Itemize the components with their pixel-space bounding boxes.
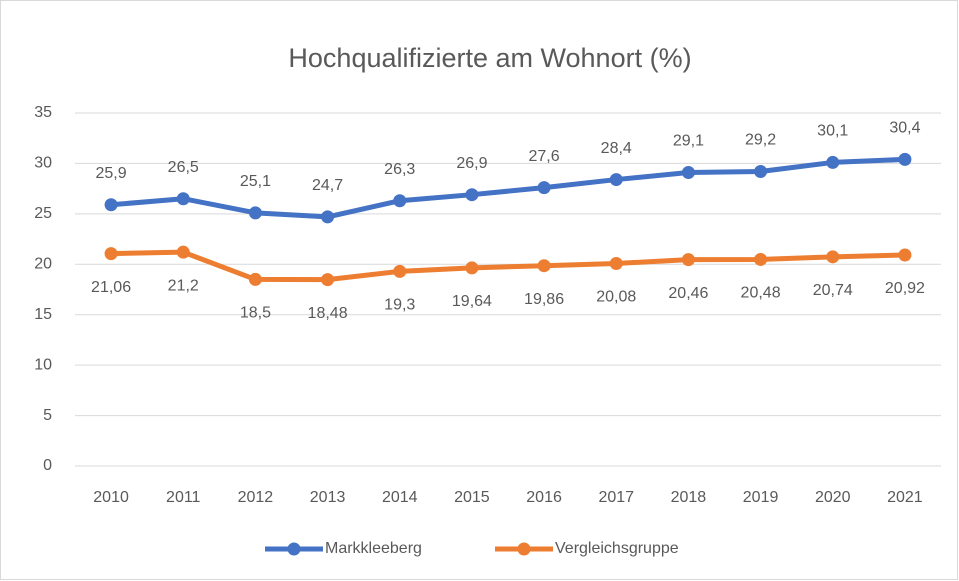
data-label: 18,5 [240,305,271,322]
y-tick-label: 30 [34,155,52,172]
point [176,192,190,206]
x-tick-label: 2012 [238,489,274,506]
point [609,173,623,187]
point [609,256,623,270]
data-label: 29,2 [745,132,776,149]
y-tick-label: 15 [34,306,52,323]
data-label: 20,74 [813,282,853,299]
point [754,252,768,266]
data-label: 18,48 [308,305,348,322]
legend-marker [287,542,301,556]
x-tick-label: 2018 [671,489,707,506]
data-label: 19,86 [524,291,564,308]
x-tick-label: 2020 [815,489,851,506]
point [826,155,840,169]
legend-marker [517,542,531,556]
data-label: 20,08 [596,289,636,306]
data-label: 28,4 [601,140,632,157]
y-tick-label: 25 [34,205,52,222]
point [104,247,118,261]
x-tick-label: 2013 [310,489,346,506]
data-label: 20,48 [741,285,781,302]
x-tick-label: 2010 [93,489,129,506]
data-label: 26,3 [384,161,415,178]
data-label: 30,4 [889,120,920,137]
data-label: 26,5 [168,159,199,176]
data-label: 25,9 [96,165,127,182]
point [104,198,118,212]
data-label: 29,1 [673,133,704,150]
point [537,181,551,195]
x-tick-label: 2017 [598,489,634,506]
point [465,261,479,275]
data-label: 21,2 [168,277,199,294]
x-tick-label: 2011 [166,489,201,506]
y-tick-label: 5 [43,407,52,424]
data-label: 19,64 [452,293,492,310]
y-tick-label: 35 [34,104,52,121]
data-label: 27,6 [529,148,560,165]
point [537,259,551,273]
data-label: 19,3 [384,297,415,314]
point [248,272,262,286]
x-tick-label: 2016 [526,489,562,506]
x-tick-label: 2015 [454,489,490,506]
y-tick-label: 10 [34,356,52,373]
x-tick-label: 2021 [887,489,923,506]
point [681,166,695,180]
point [754,164,768,178]
y-tick-label: 0 [43,457,52,474]
point [176,245,190,259]
legend-label: Markkleeberg [325,540,422,557]
point [465,188,479,202]
y-tick-label: 20 [34,256,52,273]
legend-label: Vergleichsgruppe [555,540,679,557]
series-line [110,156,906,220]
point [393,194,407,208]
data-label: 30,1 [817,123,848,140]
point [321,210,335,224]
series-line [111,249,905,283]
data-label: 21,06 [91,279,131,296]
data-label: 26,9 [456,155,487,172]
data-label: 24,7 [312,177,343,194]
point [826,250,840,264]
x-tick-label: 2019 [743,489,779,506]
chart-title: Hochqualifizierte am Wohnort (%) [288,43,691,73]
data-label: 25,1 [240,173,271,190]
x-tick-label: 2014 [382,489,418,506]
point [393,264,407,278]
data-label: 20,92 [885,280,925,297]
point [898,248,912,262]
point [321,273,335,287]
data-label: 20,46 [668,285,708,302]
point [681,253,695,267]
point [248,206,262,220]
point [898,152,912,166]
